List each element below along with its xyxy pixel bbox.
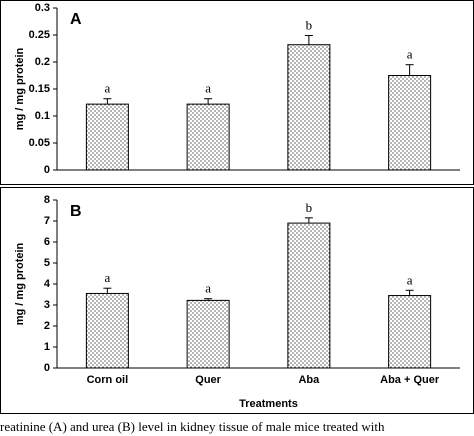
x-tick-label: Aba [298, 374, 320, 386]
y-tick-label: 8 [44, 194, 50, 206]
bar [287, 222, 331, 369]
bar [186, 103, 230, 171]
x-tick-label: Corn oil [87, 374, 129, 386]
x-axis-label: Treatments [239, 398, 298, 410]
annotation: a [407, 47, 413, 62]
y-axis-label: mg / mg protein [14, 242, 26, 325]
y-tick-label: 4 [44, 278, 51, 290]
y-tick-label: 0.25 [29, 29, 50, 41]
x-tick-label: Quer [195, 374, 221, 386]
x-tick-label: Aba + Quer [380, 374, 440, 386]
y-tick-label: 0.15 [29, 83, 50, 95]
annotation: b [306, 200, 313, 215]
y-tick-label: 0 [44, 164, 50, 176]
bar [85, 292, 129, 369]
y-tick-label: 3 [44, 299, 50, 311]
bar [85, 103, 129, 171]
y-tick-label: 0.05 [29, 137, 50, 149]
y-tick-label: 0.2 [35, 56, 50, 68]
annotation: a [104, 81, 110, 96]
y-tick-label: 7 [44, 215, 50, 227]
annotation: a [104, 270, 110, 285]
y-tick-label: 0.1 [35, 110, 50, 122]
panel-label: A [70, 11, 82, 28]
y-tick-label: 2 [44, 320, 50, 332]
y-axis-label: mg / mg protein [14, 47, 26, 130]
bar [287, 44, 331, 171]
y-tick-label: 6 [44, 236, 50, 248]
y-tick-label: 5 [44, 257, 50, 269]
panel-label: B [70, 203, 82, 220]
caption: reatinine (A) and urea (B) level in kidn… [0, 419, 385, 434]
y-tick-label: 0 [44, 362, 50, 374]
bar [388, 295, 432, 369]
y-tick-label: 0.3 [35, 2, 50, 14]
bar [186, 299, 230, 369]
annotation: b [306, 18, 313, 33]
annotation: a [205, 81, 211, 96]
bar [388, 75, 432, 171]
annotation: a [205, 281, 211, 296]
y-tick-label: 1 [44, 341, 50, 353]
annotation: a [407, 272, 413, 287]
